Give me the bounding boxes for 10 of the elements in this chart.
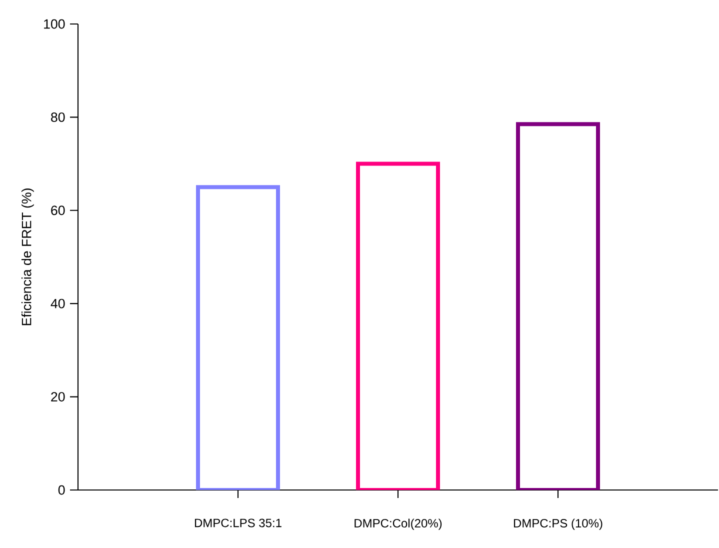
x-tick-label: DMPC:LPS 35:1 (194, 518, 282, 528)
y-tick-label: 40 (50, 298, 65, 308)
y-tick-label: 20 (51, 392, 65, 402)
y-tick-label: 100 (44, 19, 65, 29)
y-tick-label: 80 (51, 112, 65, 122)
x-tick-label: DMPC:PS (10%) (514, 518, 602, 530)
y-tick-label: 0 (58, 485, 65, 495)
y-axis-title: Eficiencia de FRET (%) (21, 188, 34, 326)
y-tick-label: 60 (51, 206, 65, 216)
x-tick-label: DMPC:Col(20%) (354, 518, 442, 530)
